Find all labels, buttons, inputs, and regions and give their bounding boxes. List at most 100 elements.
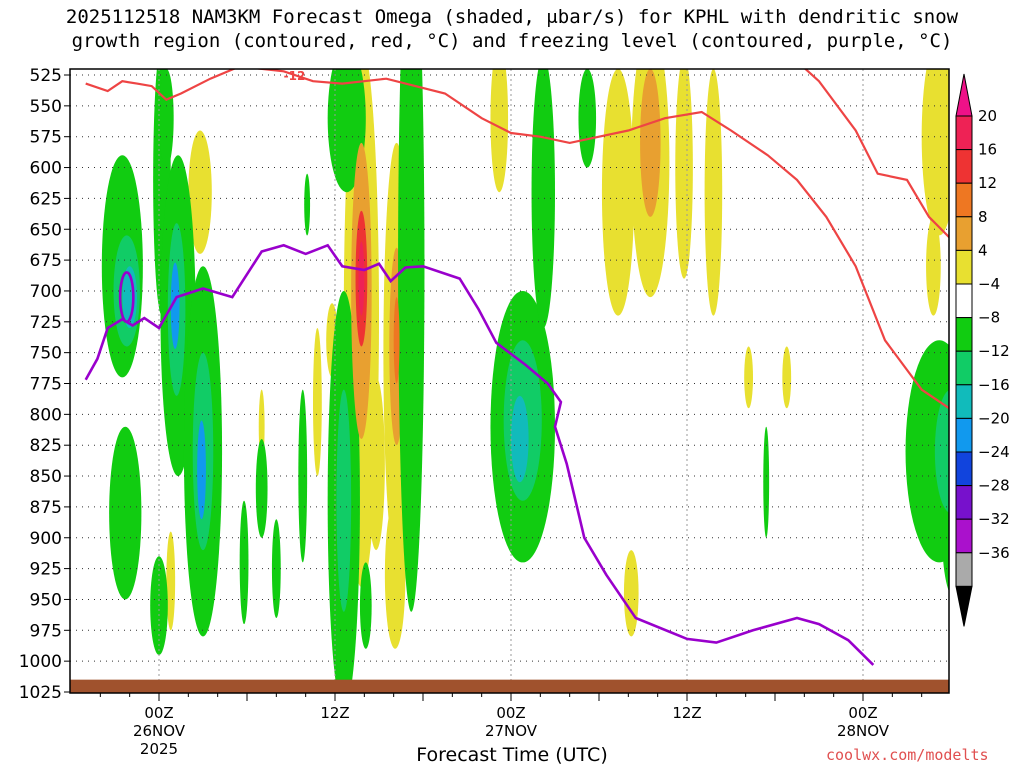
y-tick-label: 875 xyxy=(30,498,62,518)
y-tick-label: 1025 xyxy=(19,683,62,703)
x-tick-label: 00Z xyxy=(848,704,877,722)
colorbar-swatch xyxy=(955,417,973,453)
omega-shade-blob xyxy=(490,69,509,193)
colorbar-swatch xyxy=(955,115,973,151)
terrain-fill xyxy=(70,679,949,693)
colorbar-bottom-arrow xyxy=(955,585,973,627)
omega-shade-blob xyxy=(921,69,949,236)
colorbar-label: 12 xyxy=(978,174,997,192)
colorbar-top-arrow xyxy=(955,73,973,117)
x-tick-label: 00Z xyxy=(496,704,525,722)
y-tick-label: 625 xyxy=(30,189,62,209)
omega-shade-blob xyxy=(640,69,661,217)
omega-shade-blob xyxy=(578,69,597,168)
colorbar-swatch xyxy=(955,451,973,487)
omega-shade-blob xyxy=(170,262,180,349)
colorbar-label: −36 xyxy=(978,544,1010,562)
omega-shade-blob xyxy=(531,69,555,328)
omega-shade-blob xyxy=(367,377,385,551)
colorbar-label: 20 xyxy=(978,107,997,125)
colorbar-swatch xyxy=(955,216,973,251)
dgz-contour-line xyxy=(803,69,949,239)
omega-shade-blob xyxy=(271,519,281,618)
chart-title-line-1: 2025112518 NAM3KM Forecast Omega (shaded… xyxy=(65,6,959,28)
y-tick-label: 925 xyxy=(30,560,62,580)
colorbar-label: 8 xyxy=(978,208,988,226)
colorbar-swatch xyxy=(955,149,973,184)
omega-shade-blob xyxy=(166,531,176,631)
omega-shade-blob xyxy=(159,69,174,168)
y-tick-label: 525 xyxy=(30,66,62,86)
y-tick-label: 850 xyxy=(30,467,62,487)
y-tick-label: 550 xyxy=(30,97,62,117)
omega-shade-blob xyxy=(255,439,268,538)
x-tick-label: 12Z xyxy=(672,704,701,722)
colorbar-swatch xyxy=(955,552,973,587)
y-tick-label: 900 xyxy=(30,529,62,549)
y-tick-label: 750 xyxy=(30,344,62,364)
omega-shade-blob xyxy=(313,327,322,477)
x-tick-label: 12Z xyxy=(320,704,349,722)
y-tick-label: 950 xyxy=(30,590,62,610)
x-tick-date: 27NOV xyxy=(485,722,538,740)
colorbar-label: −20 xyxy=(978,409,1010,427)
y-tick-label: 650 xyxy=(30,220,62,240)
omega-shade-blob xyxy=(197,420,206,520)
omega-shade-blob xyxy=(188,130,212,254)
omega-shade-blob xyxy=(398,69,425,612)
omega-shade-blob xyxy=(327,69,366,193)
colorbar-swatch xyxy=(955,384,973,419)
colorbar-swatch xyxy=(955,350,973,386)
y-tick-label: 725 xyxy=(30,313,62,333)
x-axis-label: Forecast Time (UTC) xyxy=(416,744,608,766)
dgz-contour-line xyxy=(85,69,949,410)
colorbar-swatch xyxy=(955,518,973,554)
colorbar-label: −24 xyxy=(978,443,1010,461)
y-tick-label: 700 xyxy=(30,282,62,302)
colorbar-label: −12 xyxy=(978,342,1010,360)
x-tick-date: 28NOV xyxy=(837,722,890,740)
plot-frame xyxy=(69,68,950,694)
y-tick-label: 1000 xyxy=(19,652,62,672)
x-tick-label: 00Z xyxy=(144,704,173,722)
omega-shade-blob xyxy=(239,500,249,625)
omega-shade-blob xyxy=(336,389,352,612)
y-tick-label: 675 xyxy=(30,251,62,271)
omega-shade-blob xyxy=(623,550,639,637)
omega-shade-blob xyxy=(511,395,529,483)
colorbar-swatch xyxy=(955,485,973,520)
x-tick-date: 26NOV xyxy=(133,722,186,740)
colorbar-label: −16 xyxy=(978,376,1010,394)
credit-link[interactable]: coolwx.com/modelts xyxy=(826,746,989,764)
omega-shade-blob xyxy=(304,173,311,236)
colorbar-swatch xyxy=(955,249,973,285)
omega-shade-blob xyxy=(122,266,137,328)
colorbar-label: 4 xyxy=(978,241,988,259)
y-tick-label: 575 xyxy=(30,128,62,148)
colorbar-label: −28 xyxy=(978,477,1010,495)
omega-shade-blob xyxy=(393,297,400,384)
colorbar-label: −32 xyxy=(978,510,1010,528)
y-tick-label: 975 xyxy=(30,621,62,641)
omega-shade-blob xyxy=(744,346,753,409)
colorbar-label: 16 xyxy=(978,141,997,159)
colorbar-swatch xyxy=(955,182,973,218)
colorbar-label: −8 xyxy=(978,309,1000,327)
chart-title-line-2: growth region (contoured, red, °C) and f… xyxy=(71,30,953,52)
omega-shade-blob xyxy=(109,426,142,600)
omega-shade-blob xyxy=(359,562,372,649)
omega-shade-blob xyxy=(675,69,693,279)
y-tick-label: 825 xyxy=(30,436,62,456)
omega-shade-blob xyxy=(298,389,308,563)
omega-shade-blob xyxy=(926,216,941,316)
omega-shade-blob xyxy=(934,390,949,513)
y-tick-label: 800 xyxy=(30,405,62,425)
colorbar-swatch xyxy=(955,283,973,319)
omega-shade-blob xyxy=(384,500,406,649)
omega-shade-blob xyxy=(601,69,635,316)
omega-shade-blob xyxy=(763,426,770,538)
omega-shade-blob xyxy=(704,69,723,316)
x-tick-year: 2025 xyxy=(140,740,178,758)
contour-label: -12 xyxy=(284,69,306,83)
